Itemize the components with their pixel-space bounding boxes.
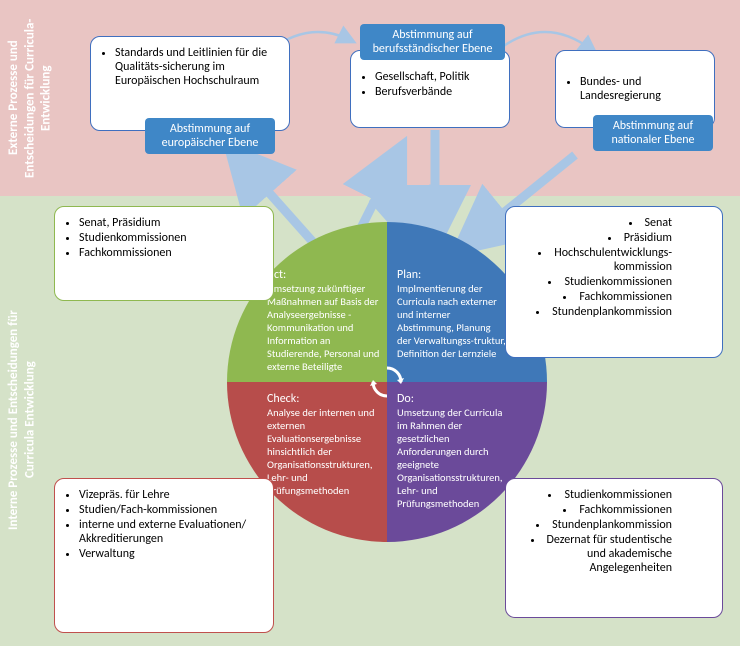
act-text: Umsetzung zukünftiger Maßnahmen auf Basi… xyxy=(267,282,379,373)
tag-european: Abstimmung auf europäischer Ebene xyxy=(145,118,275,154)
sidebar-label-external: Externe Prozesse und Entscheidungen für … xyxy=(6,10,55,186)
cycle-arrows-icon xyxy=(367,362,407,402)
corner-box-check: Vizepräs. für LehreStudien/Fach-kommissi… xyxy=(54,478,274,633)
plan-title: Plan: xyxy=(397,268,421,282)
corner-box-act: Senat, PräsidiumStudienkommissionenFachk… xyxy=(54,206,274,301)
corner-box-do: StudienkommissionenFachkommissionenStund… xyxy=(505,478,723,618)
pdca-circle: Act: Umsetzung zukünftiger Maßnahmen auf… xyxy=(227,222,547,542)
sidebar-label-internal: Interne Prozesse und Entscheidungen für … xyxy=(6,290,39,550)
external-box-european: Standards und Leitlinien für die Qualitä… xyxy=(90,36,290,131)
plan-text: Implmentierung der Curricula nach extern… xyxy=(397,282,506,360)
tag-national: Abstimmung auf nationaler Ebene xyxy=(593,115,713,151)
diagram-stage: Externe Prozesse und Entscheidungen für … xyxy=(0,0,740,646)
do-text: Umsetzung der Curricula im Rahmen der ge… xyxy=(397,406,503,510)
check-text: Analyse der internen und externen Evalua… xyxy=(267,406,374,497)
check-title: Check: xyxy=(267,392,299,406)
corner-box-plan: SenatPräsidiumHochschulentwicklungs-komm… xyxy=(505,206,723,358)
external-box-professional: Gesellschaft, PolitikBerufsverbände xyxy=(350,50,510,128)
tag-professional: Abstimmung auf berufsständischer Ebene xyxy=(360,24,505,60)
